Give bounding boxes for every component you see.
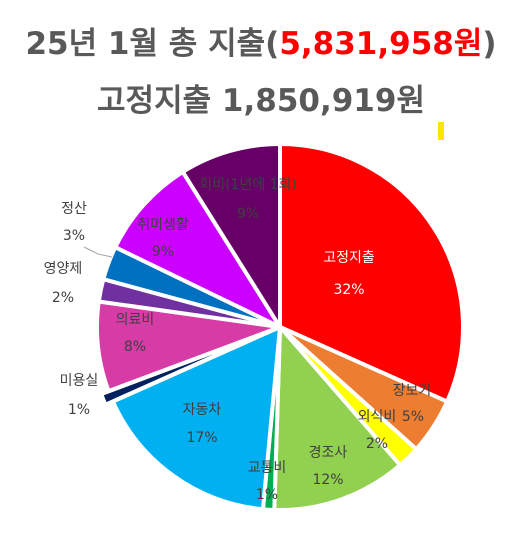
chart-subtitle: 고정지출 1,850,919원 [97,83,425,119]
slice-percent: 2% [52,290,74,306]
slice-percent: 8% [124,339,146,355]
slice-percent: 32% [333,282,364,298]
slice-percent: 1% [68,402,90,418]
slice-label: 영양제 [44,261,83,277]
slice-label: 취미생활 [137,217,189,233]
slice-label: 자동차 [183,402,222,418]
slice-label: 교통비 [248,460,287,476]
slice-percent: 1% [256,487,278,503]
slice-label: 미용실 [60,373,99,389]
chart-title-prefix: 25년 1월 총 지출( [25,26,280,62]
slice-label: 경조사 [309,445,348,461]
slice-percent: 9% [237,206,259,222]
pie-slice [272,325,403,512]
slice-percent: 9% [152,244,174,260]
chart-title: 25년 1월 총 지출(5,831,958원) [0,18,522,63]
pie-slice [113,169,282,329]
chart-title-amount: 5,831,958원 [279,26,483,62]
slice-label: 외식비 [358,409,397,425]
slice-percent: 5% [402,409,424,425]
pie-slice [99,328,275,407]
leader-line [83,246,113,258]
slice-percent: 2% [366,436,388,452]
yellow-marker [438,122,444,140]
slice-label: 회비(1년에 1회) [199,177,297,193]
pie-slice [278,142,465,404]
slice-label: 정산 [61,201,87,217]
pie-slice [110,325,282,512]
slice-percent: 12% [312,472,343,488]
pie-slice [180,142,282,329]
slice-label: 장보기 [393,383,432,399]
slice-label: 고정지출 [323,250,375,266]
chart-title-suffix: ) [482,26,497,62]
slice-percent: 17% [186,430,217,446]
slice-percent: 3% [63,228,85,244]
slice-label: 의료비 [116,312,155,328]
